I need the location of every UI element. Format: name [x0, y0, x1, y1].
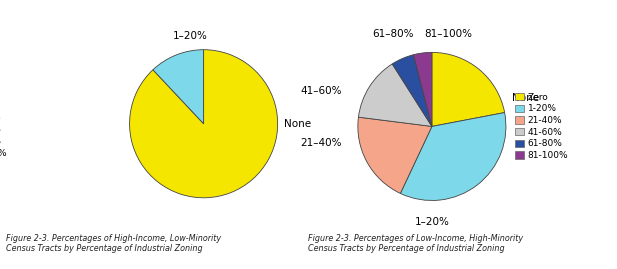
Legend: Zero, 1-20%, 21-40%, 41-60%, 61-80%, 81-100%: Zero, 1-20%, 21-40%, 41-60%, 61-80%, 81-… — [514, 92, 569, 161]
Text: 81–100%: 81–100% — [424, 29, 472, 39]
Text: None: None — [512, 93, 539, 103]
Legend: Zero, 1-20%, 21-40%, 41-60%, 61-80%, 81-100%: Zero, 1-20%, 21-40%, 41-60%, 61-80%, 81-… — [0, 89, 8, 158]
Wedge shape — [400, 112, 506, 200]
Wedge shape — [392, 55, 432, 126]
Wedge shape — [413, 52, 432, 126]
Wedge shape — [358, 64, 432, 126]
Text: 21–40%: 21–40% — [300, 138, 342, 148]
Text: Figure 2-3. Percentages of Low-Income, High-Minority
Census Tracts by Percentage: Figure 2-3. Percentages of Low-Income, H… — [308, 234, 524, 253]
Text: 1–20%: 1–20% — [173, 31, 208, 41]
Text: Figure 2-3. Percentages of High-Income, Low-Minority
Census Tracts by Percentage: Figure 2-3. Percentages of High-Income, … — [6, 234, 222, 253]
Text: 61–80%: 61–80% — [373, 29, 414, 39]
Text: 41–60%: 41–60% — [300, 86, 342, 96]
Wedge shape — [358, 117, 432, 193]
Wedge shape — [432, 52, 505, 126]
Text: 1–20%: 1–20% — [415, 217, 449, 227]
Wedge shape — [130, 50, 278, 198]
Text: None: None — [284, 119, 311, 129]
Wedge shape — [153, 50, 204, 124]
